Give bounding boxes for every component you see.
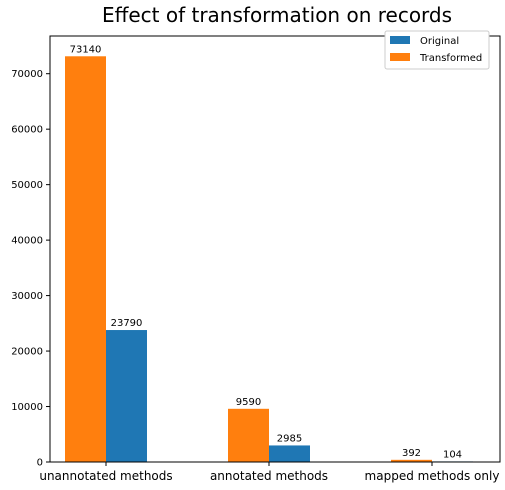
legend-swatch-transformed	[390, 53, 410, 61]
x-axis: unannotated methods annotated methods mapp…	[39, 462, 499, 483]
chart-title: Effect of transformation on records	[102, 3, 452, 27]
y-axis: 0 10000 20000 30000 40000 50000 60000 70000	[11, 69, 50, 469]
plot-frame	[49, 35, 501, 463]
legend-label-original: Original	[420, 36, 459, 47]
x-tick-label-annotated-methods: annotated methods	[210, 469, 328, 483]
y-tick-label-0: 0	[37, 458, 43, 469]
y-tick-label-60000: 60000	[11, 125, 43, 136]
bar-transformed-unannotated-methods	[65, 56, 106, 463]
y-tick-label-30000: 30000	[11, 291, 43, 302]
data-label-transformed-unannotated-methods: 73140	[70, 44, 102, 55]
bar-transformed-mapped-methods-only	[391, 459, 432, 462]
data-label-original-annotated-methods: 2985	[277, 433, 302, 444]
data-label-transformed-annotated-methods: 9590	[236, 397, 261, 408]
data-labels: 73140 9590 392 23790 2985 104	[70, 44, 462, 460]
legend-box	[384, 30, 490, 70]
y-tick-label-40000: 40000	[11, 236, 43, 247]
y-tick-label-20000: 20000	[11, 347, 43, 358]
x-tick-label-mapped-methods-only: mapped methods only	[365, 469, 500, 483]
legend-label-transformed: Transformed	[419, 53, 482, 64]
y-tick-label-10000: 10000	[11, 402, 43, 413]
data-label-transformed-mapped-methods-only: 392	[402, 448, 421, 459]
y-tick-label-50000: 50000	[11, 180, 43, 191]
legend-swatch-original	[390, 36, 410, 44]
data-label-original-unannotated-methods: 23790	[111, 318, 143, 329]
legend: Original Transformed	[384, 30, 490, 70]
bars-layer	[65, 56, 473, 463]
data-label-original-mapped-methods-only: 104	[443, 449, 462, 460]
bar-transformed-annotated-methods	[228, 408, 269, 462]
bar-original-annotated-methods	[269, 445, 310, 462]
y-tick-label-70000: 70000	[11, 69, 43, 80]
x-tick-label-unannotated-methods: unannotated methods	[39, 469, 172, 483]
bar-original-unannotated-methods	[106, 330, 147, 462]
